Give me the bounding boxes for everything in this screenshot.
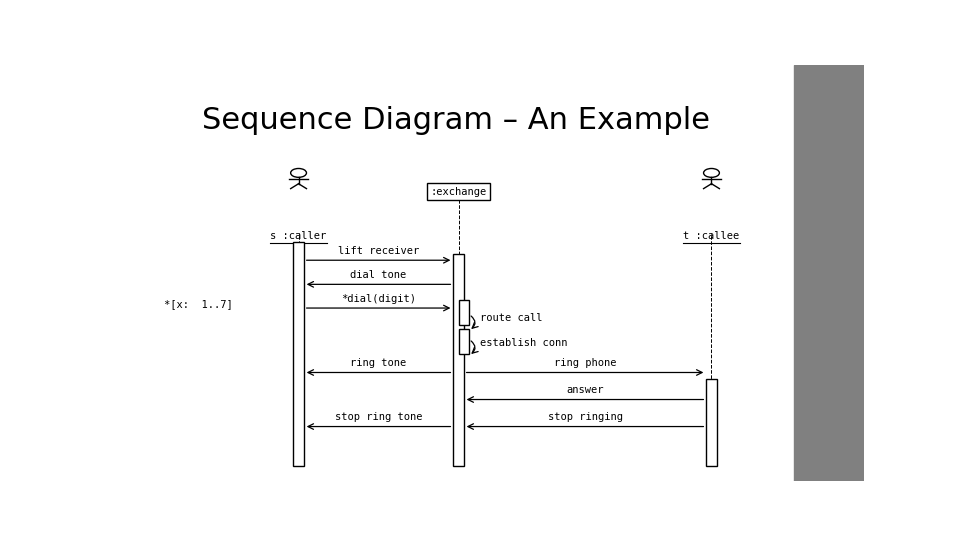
Text: establish conn: establish conn [480,339,567,348]
Text: route call: route call [480,313,542,323]
Bar [427,183,491,200]
Bar [794,65,864,481]
Text: stop ringing: stop ringing [547,413,622,422]
Bar [459,329,468,354]
Text: ring tone: ring tone [350,359,407,368]
Text: s :caller: s :caller [271,231,326,241]
Bar [707,379,717,466]
Text: *[x:  1..7]: *[x: 1..7] [164,299,232,309]
Text: t :callee: t :callee [684,231,739,241]
Text: dial tone: dial tone [350,270,407,280]
Text: ring phone: ring phone [554,359,616,368]
Bar [453,254,464,466]
Text: *dial(digit): *dial(digit) [341,294,416,304]
Text: answer: answer [566,386,604,395]
Text: lift receiver: lift receiver [338,246,420,256]
Bar [459,300,468,325]
Text: :exchange: :exchange [430,187,487,197]
Bar [294,241,303,466]
Text: stop ring tone: stop ring tone [335,413,422,422]
Text: Sequence Diagram – An Example: Sequence Diagram – An Example [202,106,709,136]
